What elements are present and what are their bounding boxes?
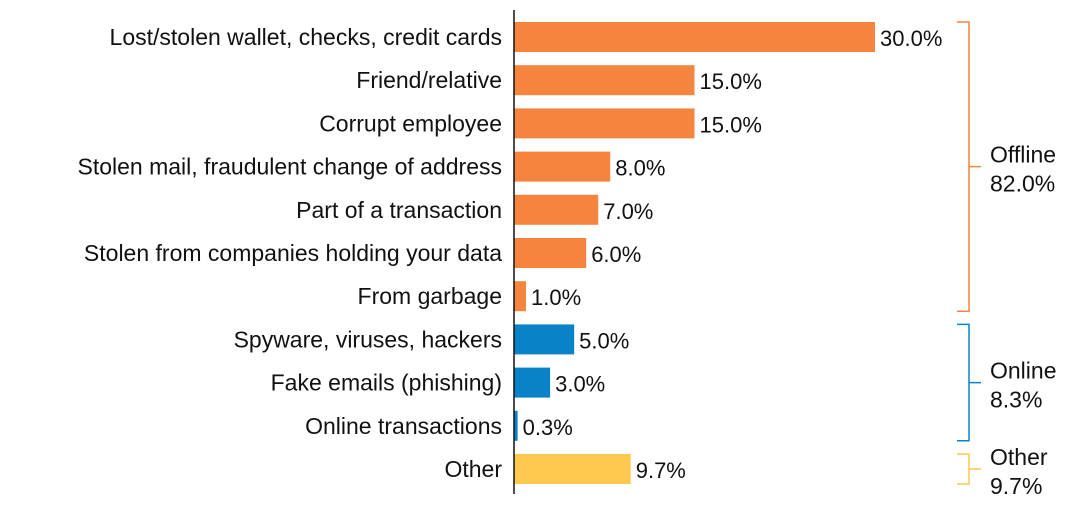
group-name-other: Other [990, 444, 1048, 470]
bar-fake-emails-phishing [514, 367, 551, 398]
bar-corrupt-employee [514, 108, 695, 139]
bar-other [514, 454, 631, 484]
category-labels-group: Lost/stolen wallet, checks, credit cards… [78, 24, 503, 482]
value-label-from-garbage: 1.0% [531, 285, 581, 310]
category-label-lost-stolen-wallet-checks-credit-cards: Lost/stolen wallet, checks, credit cards [110, 24, 502, 50]
group-brackets: Offline 82.0% Online 8.3% Other 9.7% [957, 21, 1056, 499]
value-label-stolen-mail-fraudulent-change-of-address: 8.0% [615, 156, 665, 181]
value-label-online-transactions: 0.3% [523, 415, 573, 440]
bar-from-garbage [514, 281, 527, 312]
value-label-corrupt-employee: 15.0% [700, 112, 762, 137]
category-label-fake-emails-phishing: Fake emails (phishing) [271, 370, 502, 396]
group-name-online: Online [990, 358, 1056, 384]
bar-stolen-mail-fraudulent-change-of-address [514, 151, 611, 182]
category-label-stolen-mail-fraudulent-change-of-address: Stolen mail, fraudulent change of addres… [78, 154, 503, 180]
value-label-other: 9.7% [636, 458, 686, 483]
category-label-corrupt-employee: Corrupt employee [319, 110, 502, 136]
value-label-part-of-a-transaction: 7.0% [603, 199, 653, 224]
bar-spyware-viruses-hackers [514, 324, 575, 355]
bracket-other [957, 453, 981, 485]
group-name-offline: Offline [990, 142, 1056, 168]
category-label-other: Other [444, 456, 502, 482]
bracket-offline [957, 21, 981, 312]
group-total-offline: 82.0% [990, 171, 1055, 197]
value-label-lost-stolen-wallet-checks-credit-cards: 30.0% [880, 26, 942, 51]
category-label-spyware-viruses-hackers: Spyware, viruses, hackers [234, 326, 502, 352]
bar-stolen-from-companies-holding-your-data [514, 238, 587, 268]
bar-lost-stolen-wallet-checks-credit-cards [514, 22, 875, 52]
bar-friend-relative [514, 65, 695, 96]
group-total-other: 9.7% [990, 473, 1042, 499]
value-label-fake-emails-phishing: 3.0% [555, 372, 605, 397]
category-label-friend-relative: Friend/relative [356, 67, 502, 93]
value-labels-group: 30.0% 15.0% 15.0% 8.0% 7.0% 6.0% 1.0% 5.0% 3.0% 0… [523, 26, 943, 483]
bar-online-transactions [514, 410, 518, 441]
value-label-friend-relative: 15.0% [700, 69, 762, 94]
category-label-online-transactions: Online transactions [305, 413, 502, 439]
value-label-spyware-viruses-hackers: 5.0% [579, 328, 629, 353]
bracket-online [957, 323, 981, 442]
value-label-stolen-from-companies-holding-your-data: 6.0% [591, 242, 641, 267]
bar-part-of-a-transaction [514, 194, 599, 225]
group-total-online: 8.3% [990, 387, 1042, 413]
category-label-from-garbage: From garbage [358, 283, 502, 309]
category-label-part-of-a-transaction: Part of a transaction [296, 197, 502, 223]
bars-group [514, 22, 875, 484]
category-label-stolen-from-companies-holding-your-data: Stolen from companies holding your data [84, 240, 502, 266]
